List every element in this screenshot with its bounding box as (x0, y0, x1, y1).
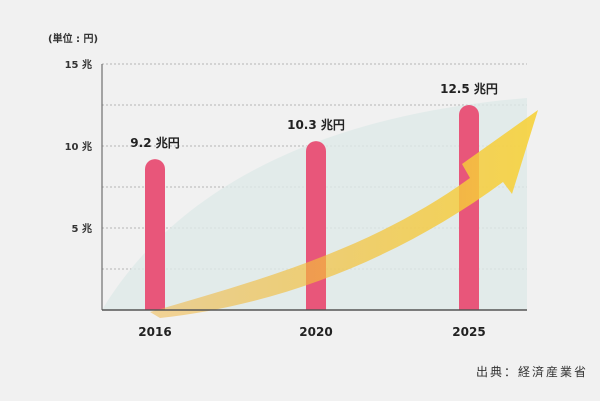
data-labels: 9.2 兆円 10.3 兆円 12.5 兆円 (130, 81, 498, 150)
x-tick-label-2025: 2025 (452, 325, 485, 339)
y-tick-label: 5 兆 (72, 222, 92, 235)
x-tick-label-2020: 2020 (299, 325, 332, 339)
source-note: 出典：経済産業省 (476, 364, 588, 379)
unit-label: (単位 : 円) (48, 32, 98, 45)
data-label-2020: 10.3 兆円 (287, 117, 345, 132)
data-label-2025: 12.5 兆円 (440, 81, 498, 96)
bar-2016 (145, 159, 165, 310)
y-tick-label: 10 兆 (65, 140, 92, 153)
x-tick-label-2016: 2016 (138, 325, 171, 339)
y-axis: 5 兆 10 兆 15 兆 (65, 58, 103, 310)
x-axis: 2016 2020 2025 (138, 325, 485, 339)
bar-2020 (306, 141, 326, 310)
data-label-2016: 9.2 兆円 (130, 135, 179, 150)
y-tick-label: 15 兆 (65, 58, 92, 71)
